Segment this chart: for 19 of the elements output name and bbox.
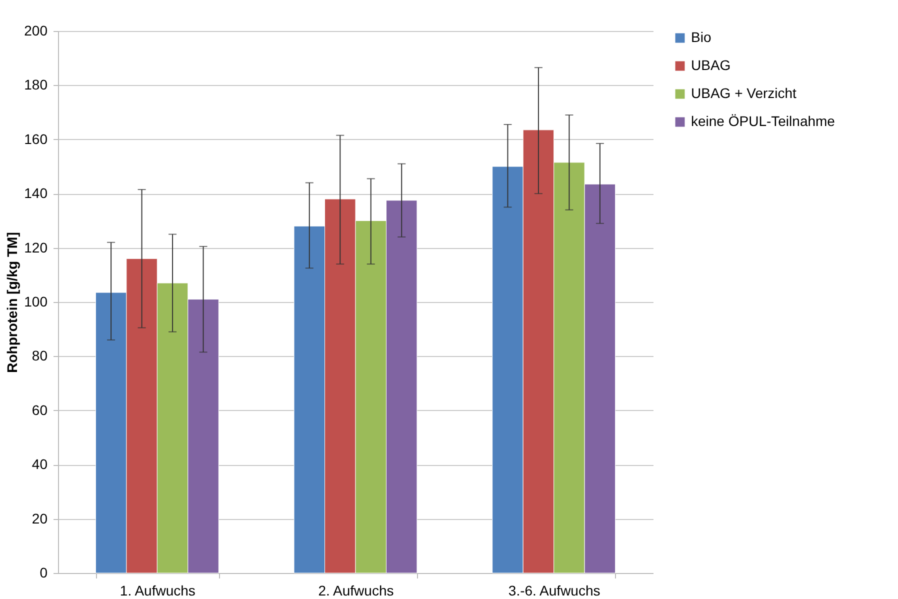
legend-label: Bio [691,29,712,45]
legend-label: UBAG + Verzicht [691,85,797,101]
y-tick-label: 140 [24,185,48,202]
y-tick-label: 100 [24,294,48,310]
y-tick-label: 20 [32,510,48,526]
y-axis-title: Rohprotein [g/kg TM] [4,232,20,373]
y-tick-label: 180 [24,76,48,93]
x-tick-label: 3.-6. Aufwuchs [508,582,600,598]
legend-label: UBAG [691,57,731,73]
y-tick-label: 200 [24,22,48,38]
y-tick-label: 120 [24,239,48,256]
y-tick-label: 40 [32,456,48,472]
y-tick-label: 160 [24,130,48,147]
y-tick-label: 0 [40,564,48,580]
y-tick-label: 80 [32,348,48,364]
y-tick-label: 60 [32,402,48,418]
legend-label: keine ÖPUL-Teilnahme [691,113,836,129]
x-tick-label: 1. Aufwuchs [120,582,196,598]
x-tick-label: 2. Aufwuchs [318,582,394,598]
